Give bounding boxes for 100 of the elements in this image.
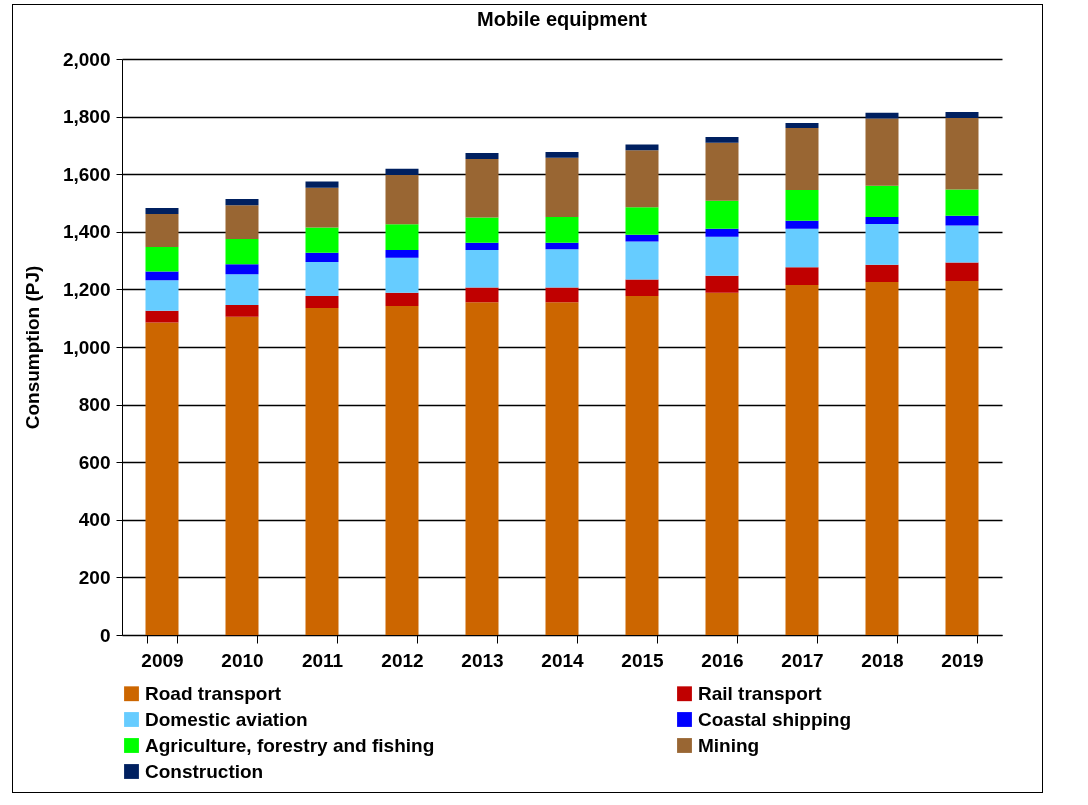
legend-label: Mining <box>698 734 760 756</box>
bar <box>305 227 339 253</box>
x-tick-label: 2016 <box>701 649 744 671</box>
bar <box>865 118 899 186</box>
bar <box>385 224 419 250</box>
y-tick-label: 1,400 <box>62 221 111 243</box>
bar <box>305 308 339 635</box>
y-tick-label: 1,600 <box>62 163 111 185</box>
bar <box>865 217 899 225</box>
bar <box>945 118 979 190</box>
bar <box>945 225 979 263</box>
bar <box>945 215 979 226</box>
bar <box>865 281 899 635</box>
bar <box>705 142 739 201</box>
x-tick-label: 2009 <box>141 649 184 671</box>
bar <box>705 236 739 276</box>
bar <box>705 228 739 237</box>
y-tick-label: 2,000 <box>62 48 111 70</box>
legend-label: Domestic aviation <box>145 708 308 730</box>
y-tick-label: 600 <box>78 451 111 473</box>
legend-label: Coastal shipping <box>698 708 852 730</box>
x-tick-label: 2013 <box>461 649 504 671</box>
x-tick-label: 2012 <box>381 649 424 671</box>
bar <box>625 279 659 297</box>
bar <box>865 112 899 119</box>
x-tick-label: 2017 <box>781 649 824 671</box>
bar <box>785 220 819 229</box>
bar <box>865 185 899 218</box>
x-tick-label: 2019 <box>941 649 984 671</box>
bar <box>305 296 339 309</box>
bar <box>225 274 259 305</box>
bar <box>225 198 259 206</box>
bar <box>145 310 179 323</box>
bar <box>145 247 179 272</box>
bar <box>785 267 819 286</box>
bar <box>465 249 499 288</box>
bar <box>545 217 579 243</box>
legend-label: Agriculture, forestry and fishing <box>145 734 435 756</box>
x-tick-label: 2018 <box>861 649 904 671</box>
bar <box>145 322 179 635</box>
bar <box>385 292 419 307</box>
legend-label: Rail transport <box>698 682 823 704</box>
bar <box>465 302 499 635</box>
bar <box>385 306 419 635</box>
x-tick-label: 2015 <box>621 649 665 671</box>
chart-title: Mobile equipment <box>477 8 648 30</box>
bar <box>545 287 579 303</box>
legend-label: Road transport <box>145 682 282 704</box>
bar <box>385 257 419 293</box>
x-tick-label: 2010 <box>221 649 264 671</box>
bar <box>225 264 259 275</box>
bar <box>785 128 819 191</box>
y-axis-title: Consumption (PJ) <box>21 265 43 430</box>
bar <box>145 280 179 311</box>
bar <box>545 152 579 158</box>
bar <box>865 224 899 265</box>
legend-label: Construction <box>145 760 264 782</box>
bar <box>305 181 339 188</box>
bar <box>225 239 259 265</box>
bar <box>385 175 419 225</box>
bar <box>785 122 819 129</box>
y-tick-label: 1,000 <box>62 336 111 358</box>
y-tick-label: 1,800 <box>62 106 111 128</box>
bar <box>705 275 739 293</box>
bar <box>145 207 179 214</box>
bar <box>945 281 979 635</box>
bar <box>385 249 419 258</box>
bar <box>465 152 499 159</box>
bar <box>785 228 819 268</box>
bar <box>465 287 499 303</box>
bar <box>625 296 659 635</box>
x-tick-label: 2011 <box>301 649 344 671</box>
bar <box>225 304 259 317</box>
y-tick-label: 200 <box>78 566 111 588</box>
bar <box>945 189 979 216</box>
bar <box>145 213 179 248</box>
y-tick-label: 400 <box>78 509 111 531</box>
bar <box>465 217 499 243</box>
bar <box>545 249 579 288</box>
bar <box>785 285 819 635</box>
bar <box>625 234 659 242</box>
bar <box>625 150 659 208</box>
bar <box>145 271 179 281</box>
bar <box>465 242 499 250</box>
x-tick-label: 2014 <box>541 649 585 671</box>
bar <box>545 242 579 250</box>
bar <box>225 316 259 635</box>
bar <box>305 187 339 228</box>
bar <box>545 302 579 635</box>
bar <box>865 264 899 282</box>
bar <box>305 262 339 297</box>
y-tick-label: 0 <box>99 624 111 646</box>
bar <box>705 137 739 143</box>
bar <box>545 157 579 218</box>
bar <box>385 168 419 176</box>
bar <box>705 200 739 229</box>
bar <box>305 252 339 263</box>
y-tick-label: 800 <box>78 394 111 416</box>
bar <box>465 158 499 218</box>
bar <box>625 207 659 235</box>
